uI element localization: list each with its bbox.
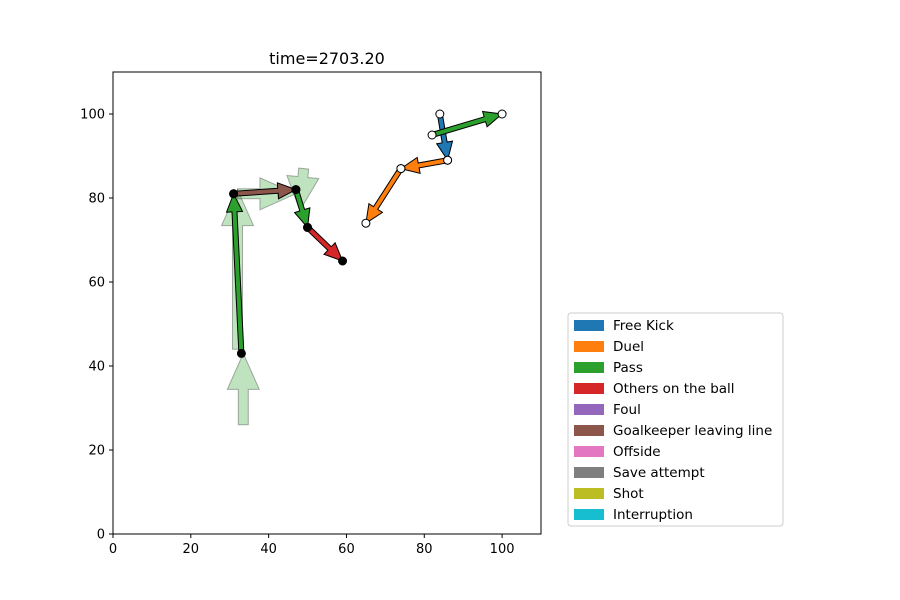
event-end-point (338, 256, 348, 266)
x-tick-label: 20 (183, 542, 200, 557)
event-start-point (427, 130, 437, 140)
y-tick-label: 40 (88, 360, 105, 375)
legend-label: Shot (613, 486, 644, 502)
plot-area (113, 72, 541, 534)
y-axis: 0 20 40 60 80 100 (80, 108, 113, 543)
legend-swatch (574, 362, 604, 373)
legend-swatch (574, 509, 604, 520)
legend-swatch (574, 467, 604, 478)
legend-label: Pass (613, 360, 643, 376)
y-tick-label: 100 (80, 108, 105, 123)
goalkeeper-leaving-line-arrow (232, 182, 298, 200)
event-start-point (435, 109, 445, 119)
pass-arrow (225, 192, 245, 355)
legend-label: Others on the ball (613, 381, 735, 397)
y-tick-label: 20 (88, 444, 105, 459)
legend-label: Foul (613, 402, 641, 418)
legend-swatch (574, 446, 604, 457)
legend-label: Goalkeeper leaving line (613, 423, 772, 439)
legend-label: Interruption (613, 507, 693, 523)
legend-box (567, 312, 784, 527)
y-tick-label: 80 (88, 192, 105, 207)
legend: Free Kick Duel Pass Others on the ball Foul G… (567, 312, 784, 527)
event-start-point (291, 185, 301, 195)
duel-arrow (399, 156, 449, 174)
faded-pass-arrow (226, 352, 261, 426)
events-layer (225, 109, 507, 358)
event-start-point (396, 164, 406, 174)
legend-swatch (574, 341, 604, 352)
y-tick-label: 60 (88, 276, 105, 291)
legend-label: Offside (613, 444, 661, 460)
pass-arrow (430, 110, 504, 139)
legend-swatch (574, 383, 604, 394)
plot-frame (112, 71, 542, 535)
faded-pass-arrow (286, 167, 320, 212)
event-start-point (229, 189, 239, 199)
others-on-the-ball-arrow (305, 224, 344, 262)
legend-swatch (574, 320, 604, 331)
y-tick-label: 0 (97, 528, 105, 543)
legend-label: Duel (613, 339, 644, 355)
legend-label: Save attempt (613, 465, 705, 481)
free-kick-arrow (435, 113, 454, 162)
duel-arrow (365, 166, 404, 225)
chart-title: time=2703.20 (269, 49, 385, 68)
legend-swatch (574, 425, 604, 436)
x-tick-label: 100 (490, 542, 515, 557)
legend-swatch (574, 404, 604, 415)
x-axis: 0 20 40 60 80 100 (109, 534, 515, 557)
event-end-point (361, 218, 371, 228)
x-tick-label: 60 (338, 542, 355, 557)
x-tick-label: 40 (260, 542, 277, 557)
legend-label: Free Kick (613, 318, 674, 334)
event-start-point (236, 348, 246, 358)
x-tick-label: 0 (109, 542, 117, 557)
x-tick-label: 80 (416, 542, 433, 557)
event-end-point (497, 109, 507, 119)
event-start-point (443, 155, 453, 165)
event-start-point (303, 222, 313, 232)
legend-swatch (574, 488, 604, 499)
